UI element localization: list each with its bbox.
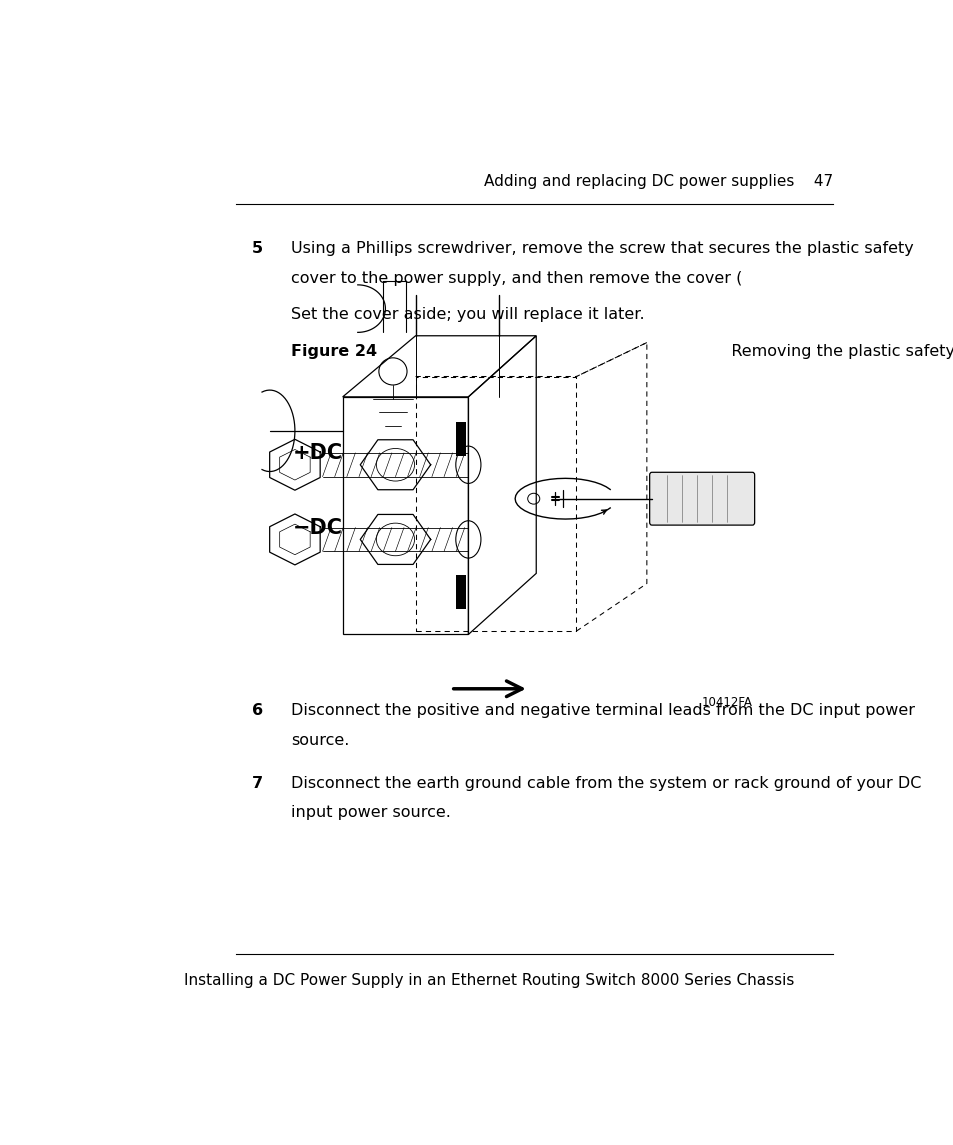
Text: Disconnect the positive and negative terminal leads from the DC input power: Disconnect the positive and negative ter…: [291, 703, 914, 718]
Text: Installing a DC Power Supply in an Ethernet Routing Switch 8000 Series Chassis: Installing a DC Power Supply in an Ether…: [184, 973, 793, 988]
FancyBboxPatch shape: [649, 472, 754, 526]
Text: Adding and replacing DC power supplies    47: Adding and replacing DC power supplies 4…: [483, 174, 832, 189]
Bar: [456, 423, 465, 456]
Text: 6: 6: [252, 703, 263, 718]
Text: source.: source.: [291, 733, 349, 748]
Text: Disconnect the earth ground cable from the system or rack ground of your DC: Disconnect the earth ground cable from t…: [291, 775, 921, 791]
Bar: [456, 575, 465, 609]
Text: input power source.: input power source.: [291, 805, 450, 820]
Text: 7: 7: [252, 775, 263, 791]
Text: −DC: −DC: [293, 518, 342, 537]
Text: Using a Phillips screwdriver, remove the screw that secures the plastic safety: Using a Phillips screwdriver, remove the…: [291, 242, 913, 256]
Text: Figure 24: Figure 24: [291, 344, 376, 358]
Text: 10412FA: 10412FA: [700, 696, 752, 709]
Text: Set the cover aside; you will replace it later.: Set the cover aside; you will replace it…: [291, 307, 643, 322]
Text: 5: 5: [252, 242, 263, 256]
Text: Removing the plastic safety cover from the DC power supply: Removing the plastic safety cover from t…: [716, 344, 953, 358]
Text: cover to the power supply, and then remove the cover (: cover to the power supply, and then remo…: [291, 271, 741, 286]
Text: +DC: +DC: [293, 443, 342, 463]
